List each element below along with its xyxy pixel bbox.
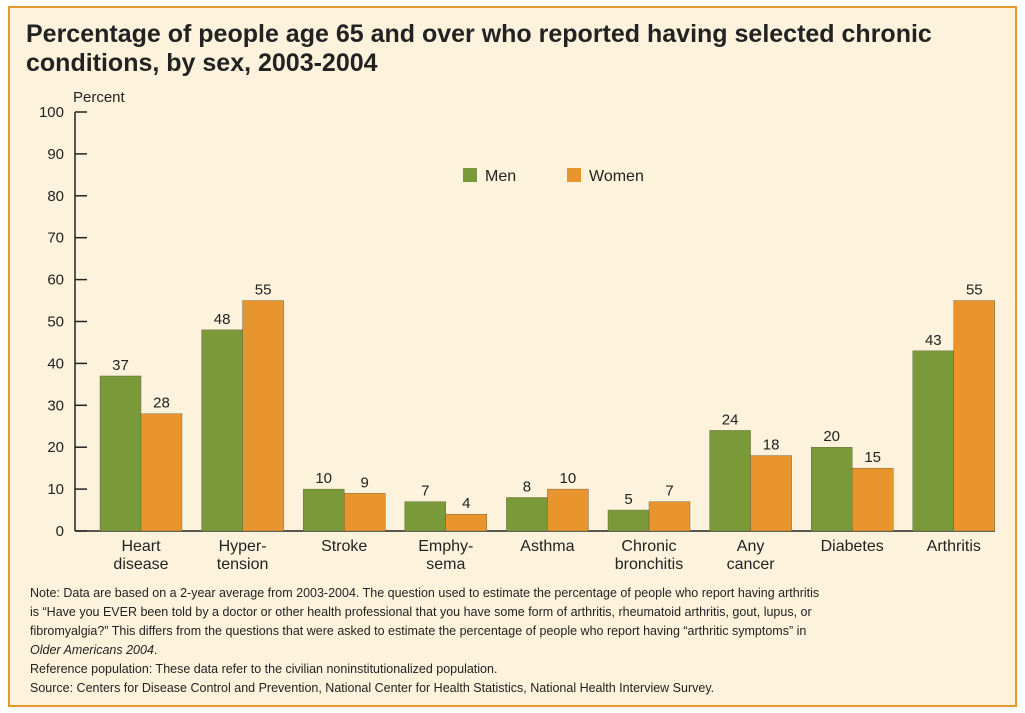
data-label-women-7: 15 [864, 449, 881, 466]
bar-men-5 [607, 509, 650, 532]
y-tick-label-20: 20 [47, 439, 64, 456]
note-source-title: Older Americans 2004 [30, 643, 154, 657]
data-label-women-6: 18 [763, 437, 780, 454]
bar-women-8 [953, 300, 995, 532]
data-label-men-6: 24 [722, 411, 739, 428]
note-line-3: fibromyalgia?” This differs from the que… [30, 624, 807, 638]
y-tick-label-30: 30 [47, 397, 64, 414]
bar-men-0 [99, 375, 142, 532]
data-label-men-0: 37 [112, 357, 129, 374]
category-label-0-0: Heart [121, 538, 161, 555]
legend-label-men: Men [485, 168, 516, 185]
category-label-1-0: Hyper- [219, 538, 267, 555]
bar-women-0 [140, 413, 183, 532]
source-line: Source: Centers for Disease Control and … [30, 681, 715, 695]
bar-men-4 [506, 497, 548, 532]
category-label-8-0: Arthritis [927, 538, 981, 555]
y-tick-label-50: 50 [47, 314, 64, 331]
bar-men-6 [709, 430, 751, 532]
data-label-women-2: 9 [361, 474, 369, 491]
data-label-women-0: 28 [153, 395, 170, 412]
y-tick-label-10: 10 [47, 481, 64, 498]
y-tick-label-0: 0 [56, 523, 64, 540]
y-tick-label-80: 80 [47, 188, 64, 205]
chart-svg: Percent 0 10 20 30 40 50 60 70 80 90 100 37 28 Heartdi… [39, 89, 995, 573]
category-label-5-1: bronchitis [615, 556, 683, 573]
reference-population: Reference population: These data refer t… [30, 662, 498, 676]
category-label-3-1: sema [426, 556, 465, 573]
category-label-6-1: cancer [727, 556, 776, 573]
legend-swatch-women [567, 168, 581, 182]
category-label-2-0: Stroke [321, 538, 367, 555]
data-label-women-3: 4 [462, 495, 470, 512]
bar-men-8 [912, 350, 954, 532]
category-label-6-0: Any [737, 538, 765, 555]
notes-section: Note: Data are based on a 2-year average… [30, 584, 1005, 698]
y-tick-label-100: 100 [39, 104, 64, 121]
category-label-4-0: Asthma [520, 538, 574, 555]
data-label-women-4: 10 [560, 470, 577, 487]
category-label-3-0: Emphy- [418, 538, 473, 555]
data-label-men-8: 43 [925, 332, 942, 349]
bar-women-6 [750, 455, 792, 532]
data-label-men-7: 20 [823, 428, 840, 445]
legend-swatch-men [463, 168, 477, 182]
category-label-5-0: Chronic [621, 538, 676, 555]
bar-men-1 [201, 329, 243, 532]
data-label-women-8: 55 [966, 282, 983, 299]
y-tick-label-40: 40 [47, 355, 64, 372]
bar-men-2 [303, 488, 345, 532]
bar-women-5 [648, 501, 691, 532]
y-tick-label-70: 70 [47, 230, 64, 247]
bar-women-1 [242, 300, 284, 532]
bar-men-3 [404, 501, 446, 532]
bar-women-7 [852, 467, 894, 532]
y-tick-label-90: 90 [47, 146, 64, 163]
legend-label-women: Women [589, 168, 644, 185]
note-line-2: is “Have you EVER been told by a doctor … [30, 605, 812, 619]
category-label-0-1: disease [113, 556, 168, 573]
y-axis-label: Percent [73, 89, 126, 106]
bar-women-2 [344, 493, 386, 532]
data-label-women-1: 55 [255, 282, 272, 299]
category-label-7-0: Diabetes [821, 538, 884, 555]
data-label-women-5: 7 [665, 483, 673, 500]
bar-women-3 [445, 514, 487, 532]
category-label-1-1: tension [217, 556, 269, 573]
chart-frame [8, 6, 1017, 707]
data-label-men-5: 5 [624, 491, 632, 508]
data-label-men-2: 10 [315, 470, 332, 487]
data-label-men-3: 7 [421, 483, 429, 500]
bar-women-4 [547, 488, 589, 532]
note-end: . [153, 643, 158, 657]
bar-men-7 [811, 447, 853, 532]
data-label-men-4: 8 [523, 478, 531, 495]
chart-title: Percentage of people age 65 and over who… [26, 20, 932, 77]
y-tick-label-60: 60 [47, 272, 64, 289]
note-text: Note: Data are based on a 2-year average… [30, 584, 1005, 660]
data-label-men-1: 48 [214, 311, 231, 328]
note-line-1: Note: Data are based on a 2-year average… [30, 586, 820, 600]
